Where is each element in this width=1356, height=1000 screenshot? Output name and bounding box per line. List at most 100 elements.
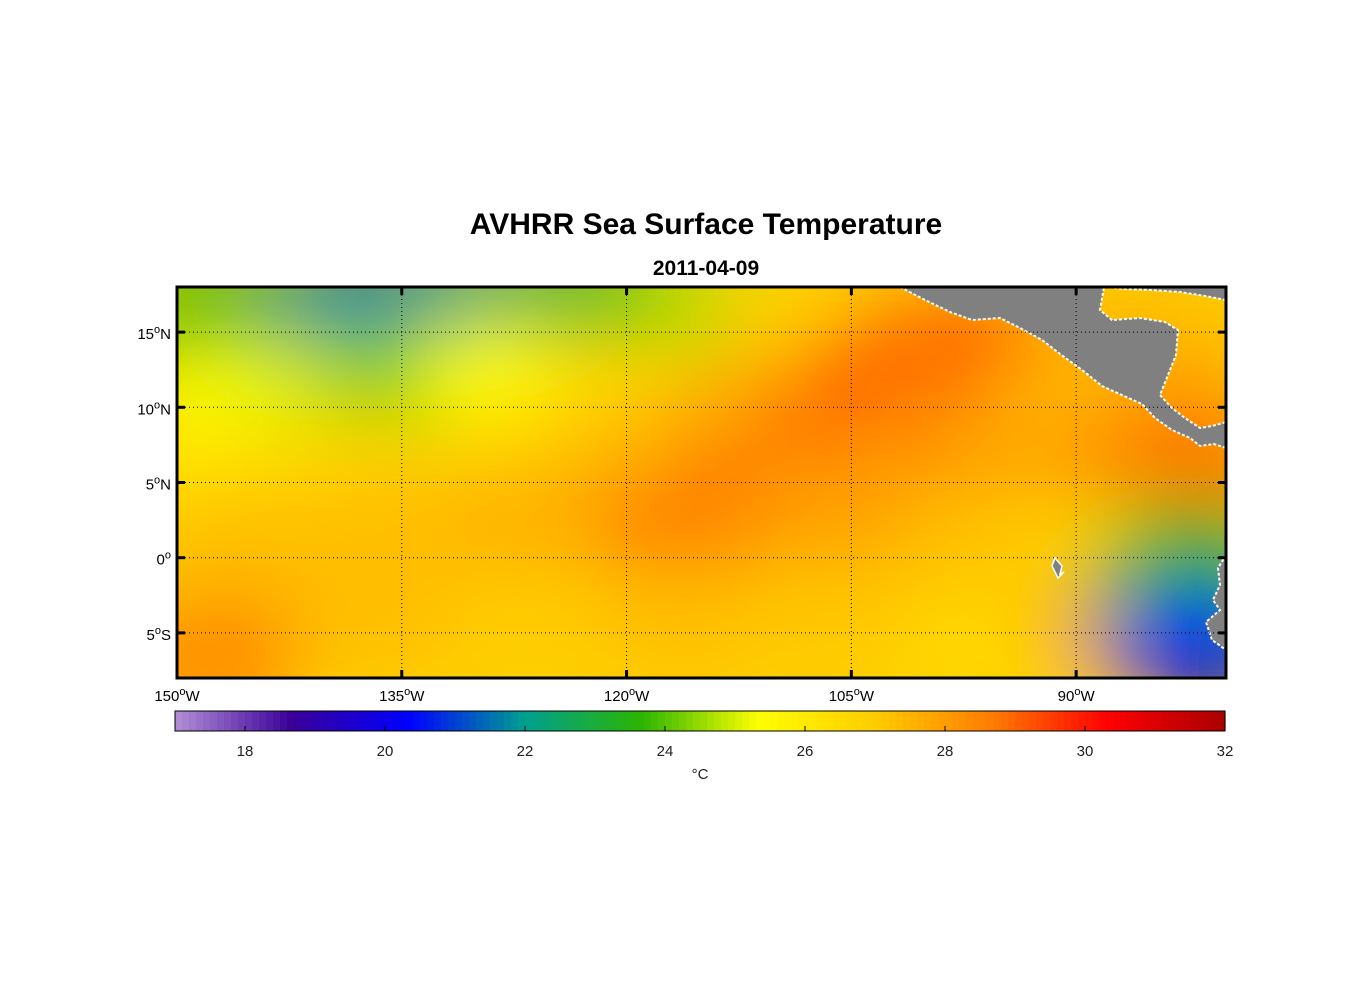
colorbar-swatch xyxy=(224,711,232,731)
colorbar: 18 20 22 24 26 28 30 32 °C xyxy=(174,710,1233,783)
colorbar-swatch xyxy=(812,711,820,731)
colorbar-swatch xyxy=(630,711,638,731)
colorbar-swatch xyxy=(469,711,477,731)
land-galapagos xyxy=(1051,556,1065,580)
colorbar-swatch xyxy=(1127,711,1135,731)
colorbar-swatch xyxy=(980,711,988,731)
colorbar-swatch xyxy=(714,711,722,731)
colorbar-swatch xyxy=(938,711,946,731)
colorbar-swatch xyxy=(203,711,211,731)
colorbar-swatch xyxy=(273,711,281,731)
colorbar-swatch xyxy=(1176,711,1184,731)
colorbar-swatch xyxy=(196,711,204,731)
lon-label-1: 135oW xyxy=(379,686,425,705)
colorbar-swatch xyxy=(917,711,925,731)
colorbar-tick-label-3: 24 xyxy=(657,743,674,760)
colorbar-swatch xyxy=(231,711,239,731)
lon-label-4: 90oW xyxy=(1058,686,1096,705)
colorbar-swatch xyxy=(1092,711,1100,731)
colorbar-swatch xyxy=(854,711,862,731)
colorbar-swatch xyxy=(301,711,309,731)
colorbar-swatch xyxy=(686,711,694,731)
colorbar-swatch xyxy=(504,711,512,731)
colorbar-swatch xyxy=(889,711,897,731)
colorbar-swatch xyxy=(294,711,302,731)
colorbar-swatch xyxy=(952,711,960,731)
colorbar-swatch xyxy=(1029,711,1037,731)
colorbar-swatch xyxy=(252,711,260,731)
colorbar-swatch xyxy=(735,711,743,731)
colorbar-swatch xyxy=(1169,711,1177,731)
colorbar-swatch xyxy=(532,711,540,731)
colorbar-swatch xyxy=(315,711,323,731)
lon-label-3: 105oW xyxy=(829,686,875,705)
colorbar-swatch xyxy=(1190,711,1198,731)
longitude-tick-labels: 150oW 135oW 120oW 105oW 90oW xyxy=(154,686,1095,705)
colorbar-swatch xyxy=(973,711,981,731)
colorbar-swatch xyxy=(805,711,813,731)
lat-label-3: 0o xyxy=(157,550,171,569)
colorbar-swatch xyxy=(1204,711,1212,731)
colorbar-unit-label: °C xyxy=(692,766,709,783)
colorbar-swatch xyxy=(1155,711,1163,731)
colorbar-swatch xyxy=(658,711,666,731)
colorbar-swatch xyxy=(175,711,183,731)
colorbar-swatch xyxy=(329,711,337,731)
colorbar-swatch xyxy=(1134,711,1142,731)
colorbar-swatch xyxy=(847,711,855,731)
colorbar-swatch xyxy=(378,711,386,731)
colorbar-swatch xyxy=(1078,711,1086,731)
colorbar-swatch xyxy=(1148,711,1156,731)
colorbar-swatch xyxy=(1218,711,1226,731)
colorbar-swatch xyxy=(742,711,750,731)
colorbar-swatch xyxy=(539,711,547,731)
colorbar-swatch xyxy=(651,711,659,731)
colorbar-swatch xyxy=(1057,711,1065,731)
colorbar-swatch xyxy=(581,711,589,731)
colorbar-swatch xyxy=(427,711,435,731)
colorbar-swatch xyxy=(756,711,764,731)
land-baja-mexico-edge xyxy=(1103,287,1226,302)
colorbar-swatch xyxy=(336,711,344,731)
colorbar-swatch xyxy=(1008,711,1016,731)
colorbar-swatch xyxy=(931,711,939,731)
lat-label-4: 5oS xyxy=(147,625,171,644)
colorbar-swatch xyxy=(868,711,876,731)
colorbar-swatch xyxy=(448,711,456,731)
colorbar-swatch xyxy=(357,711,365,731)
colorbar-swatch xyxy=(623,711,631,731)
colorbar-swatch xyxy=(966,711,974,731)
colorbar-swatch xyxy=(679,711,687,731)
colorbar-swatch xyxy=(1064,711,1072,731)
colorbar-swatch xyxy=(343,711,351,731)
colorbar-swatch xyxy=(245,711,253,731)
colorbar-swatch xyxy=(217,711,225,731)
colorbar-swatch xyxy=(777,711,785,731)
colorbar-swatch xyxy=(616,711,624,731)
colorbar-swatch xyxy=(672,711,680,731)
colorbar-swatch xyxy=(987,711,995,731)
colorbar-swatch xyxy=(287,711,295,731)
colorbar-swatch xyxy=(420,711,428,731)
colorbar-swatch xyxy=(749,711,757,731)
colorbar-swatch xyxy=(637,711,645,731)
colorbar-swatch xyxy=(945,711,953,731)
colorbar-swatch xyxy=(476,711,484,731)
colorbar-swatch xyxy=(266,711,274,731)
colorbar-ticks xyxy=(244,726,1226,731)
colorbar-tick-label-2: 22 xyxy=(517,743,534,760)
colorbar-swatch xyxy=(511,711,519,731)
colorbar-swatch xyxy=(280,711,288,731)
land-central-america xyxy=(899,287,1226,450)
colorbar-swatch xyxy=(595,711,603,731)
colorbar-swatch xyxy=(959,711,967,731)
colorbar-swatch xyxy=(763,711,771,731)
colorbar-swatch xyxy=(497,711,505,731)
colorbar-tick-label-6: 30 xyxy=(1077,743,1094,760)
colorbar-swatch xyxy=(1050,711,1058,731)
colorbar-swatch xyxy=(371,711,379,731)
colorbar-swatch xyxy=(259,711,267,731)
colorbar-swatch xyxy=(322,711,330,731)
colorbar-swatch xyxy=(455,711,463,731)
colorbar-swatch xyxy=(413,711,421,731)
